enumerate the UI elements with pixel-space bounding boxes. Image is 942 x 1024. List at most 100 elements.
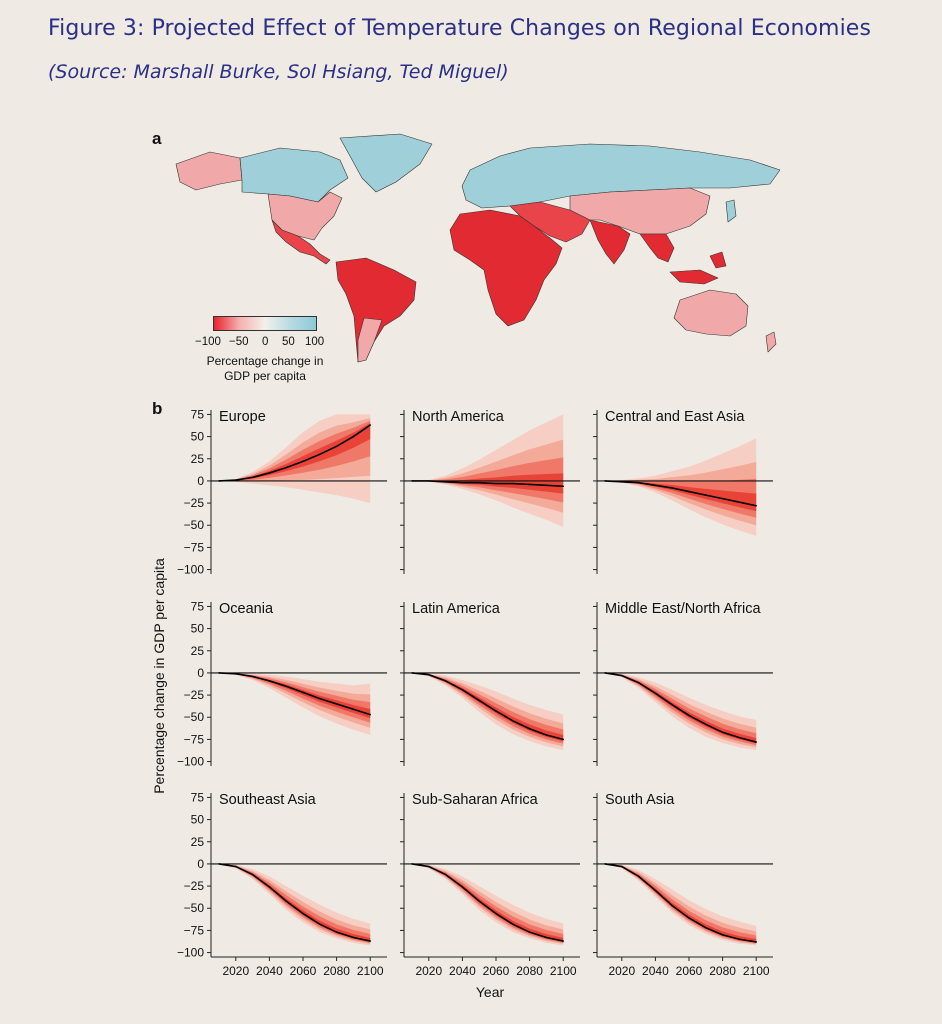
panel-central-and-east-asia: Central and East Asia — [593, 409, 773, 574]
data-point — [251, 675, 254, 678]
x-tick-label: 2020 — [608, 964, 635, 978]
map-region-central-america — [271, 219, 331, 265]
uncertainty-band-2 — [412, 863, 564, 943]
x-tick-label: 2100 — [743, 964, 770, 978]
y-tick-label: −50 — [184, 901, 205, 915]
data-point — [319, 923, 321, 925]
panel-title: Middle East/North Africa — [605, 601, 761, 617]
data-point — [302, 912, 304, 915]
x-tick-label: 2040 — [256, 964, 283, 978]
map-region-southeast-asia — [639, 233, 727, 285]
data-point — [461, 688, 464, 691]
figure-source: (Source: Marshall Burke, Sol Hsiang, Ted… — [48, 61, 509, 83]
data-point — [562, 940, 564, 942]
map-region-canada — [239, 147, 349, 203]
median-line — [411, 672, 564, 741]
panel-title: South Asia — [605, 792, 675, 808]
data-point — [428, 480, 430, 482]
uncertainty-band-2 — [605, 478, 757, 518]
data-point — [637, 481, 640, 484]
map-region-china — [569, 187, 711, 235]
data-point — [705, 926, 707, 929]
y-tick-label: −25 — [184, 496, 205, 510]
data-point — [738, 938, 741, 941]
map-region-southern-cone — [357, 317, 383, 363]
data-point — [444, 873, 447, 876]
data-point — [545, 484, 548, 487]
y-tick-label: 0 — [197, 474, 204, 488]
y-tick-label: 75 — [191, 599, 205, 613]
uncertainty-band-2 — [219, 863, 371, 943]
data-point — [235, 673, 237, 675]
panel-europe: 75 50 25 0 −25 −50 −75 −100 Europe — [177, 407, 387, 577]
x-tick-label: 2060 — [676, 964, 703, 978]
data-point — [352, 708, 355, 711]
data-point — [285, 685, 288, 688]
data-point — [755, 941, 757, 943]
panel-middle-east-north-africa: Middle East/North Africa — [593, 601, 773, 766]
y-tick-label: −25 — [184, 688, 205, 702]
uncertainty-band-0 — [219, 672, 371, 735]
uncertainty-band-2 — [219, 672, 371, 723]
uncertainty-band-1 — [605, 863, 757, 945]
median-line — [604, 672, 757, 743]
y-tick-label: 25 — [191, 644, 205, 658]
data-point — [268, 680, 271, 682]
y-tick-label: 0 — [197, 857, 204, 871]
legend-label-line2: GDP per capita — [224, 369, 306, 383]
data-point — [268, 472, 271, 474]
legend-tick: 100 — [305, 336, 325, 348]
median-line — [412, 480, 564, 488]
panel-south-asia: 2020 2040 2060 2080 2100 South Asia — [593, 792, 773, 978]
x-tick-label: 2100 — [357, 964, 384, 978]
data-point — [444, 481, 447, 483]
data-point — [478, 900, 481, 902]
panel-title: Sub-Saharan Africa — [412, 792, 539, 808]
data-point — [478, 481, 481, 484]
y-tick-label: −75 — [184, 540, 205, 554]
data-point — [218, 480, 220, 482]
data-point — [352, 435, 355, 438]
data-point — [545, 936, 548, 939]
data-point — [235, 865, 237, 868]
data-point — [721, 934, 724, 936]
data-point — [411, 480, 413, 482]
uncertainty-band-3 — [219, 423, 371, 481]
panel-title: North America — [412, 409, 505, 425]
data-point — [411, 863, 413, 865]
data-point — [512, 482, 514, 485]
panel-sub-saharan-africa: 2020 2040 2060 2080 2100 Sub-Saharan Africa — [400, 792, 580, 978]
panel-title: Latin America — [412, 601, 501, 617]
data-point — [562, 738, 564, 741]
data-point — [478, 699, 481, 702]
data-point — [705, 494, 707, 496]
legend-tick: 50 — [282, 336, 295, 348]
panel-title: Oceania — [219, 601, 274, 617]
legend-tick: −50 — [229, 336, 249, 348]
legend-tick: 0 — [262, 336, 269, 348]
median-line — [218, 424, 371, 482]
x-tick-label: 2080 — [709, 964, 736, 978]
data-point — [319, 697, 321, 700]
data-point — [688, 917, 690, 919]
x-tick-label: 2080 — [516, 964, 543, 978]
data-point — [369, 940, 372, 942]
x-tick-label: 2020 — [222, 964, 249, 978]
data-point — [495, 912, 497, 915]
data-point — [302, 691, 304, 694]
data-point — [444, 680, 447, 682]
x-tick-label: 2020 — [415, 964, 442, 978]
legend-label: Percentage change in GDP per capita — [190, 354, 340, 384]
median-line — [218, 672, 371, 716]
y-tick-label: 50 — [191, 813, 205, 827]
panel-north-america: North America — [400, 409, 580, 574]
data-point — [738, 736, 741, 739]
data-point — [512, 719, 514, 722]
y-tick-label: 50 — [191, 430, 205, 444]
data-point — [335, 931, 338, 933]
data-point — [461, 886, 464, 888]
data-point — [461, 481, 464, 484]
data-point — [369, 713, 372, 716]
data-point — [604, 863, 606, 865]
